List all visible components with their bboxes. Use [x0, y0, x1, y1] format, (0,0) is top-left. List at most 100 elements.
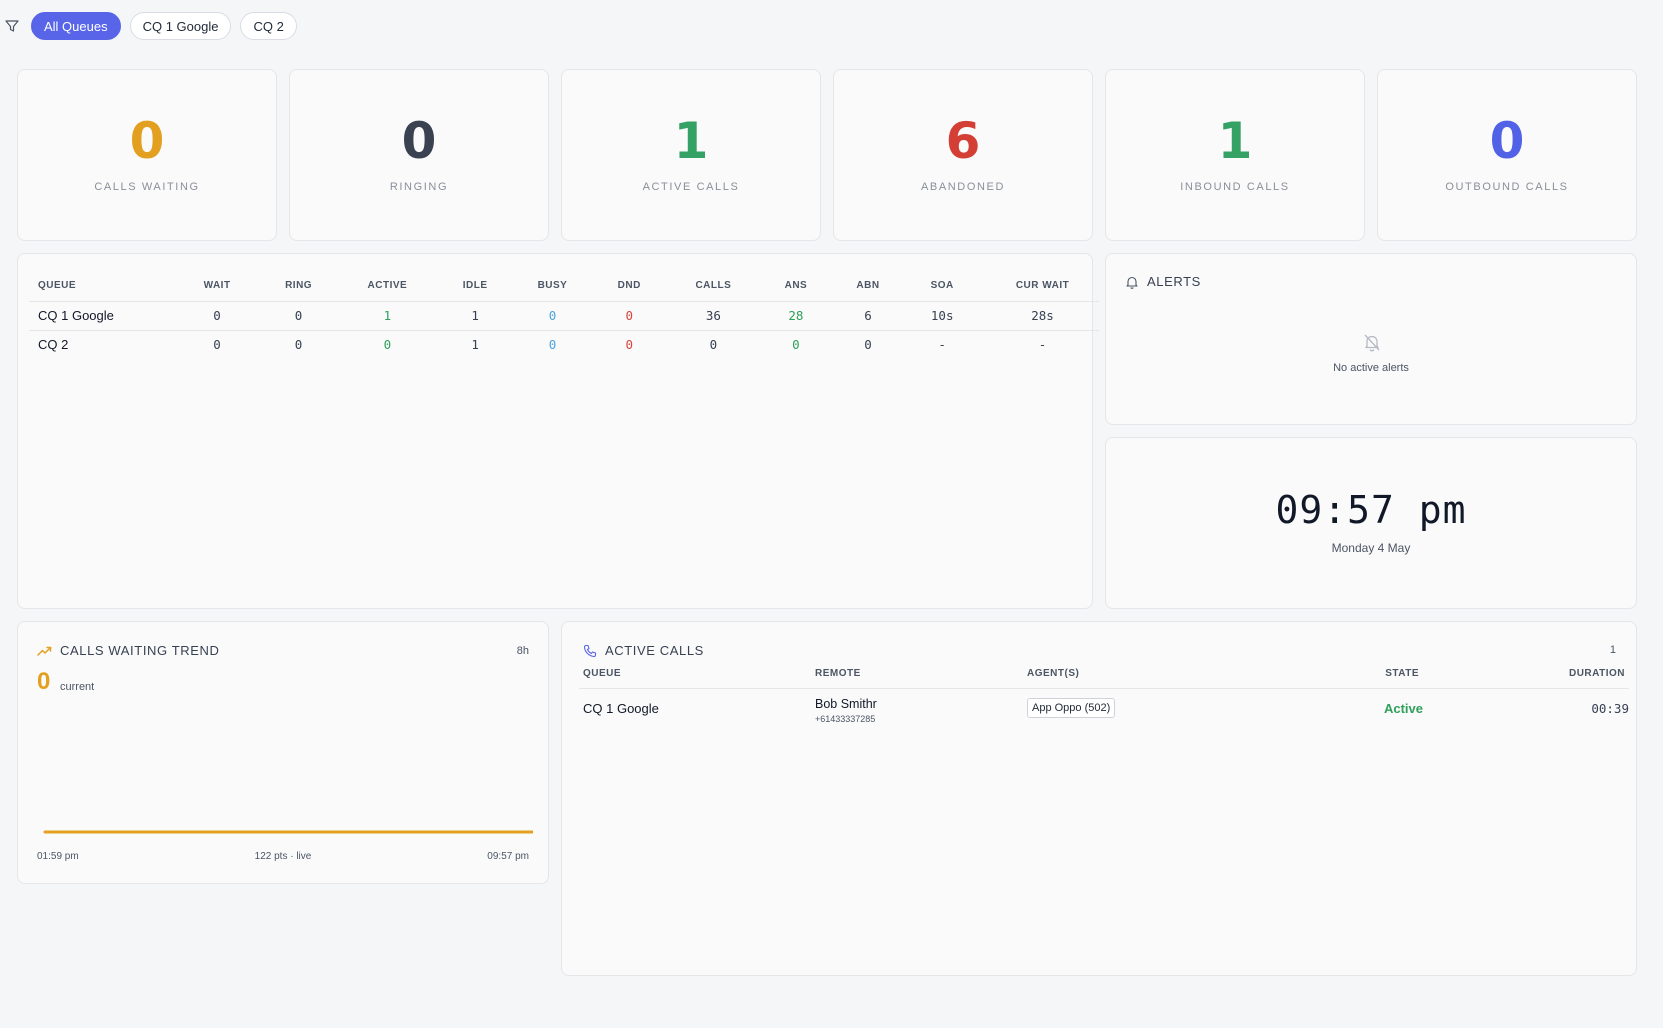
col-idle: IDLE: [431, 280, 520, 302]
stat-calls-waiting: 0 CALLS WAITING: [17, 69, 277, 241]
trend-current-value: 0: [37, 668, 51, 695]
col-active: ACTIVE: [343, 280, 432, 302]
active-calls-table-header: QUEUE REMOTE AGENT(S) STATE DURATION: [579, 668, 1629, 689]
cell-wait: 0: [213, 337, 221, 353]
alerts-empty-text: No active alerts: [1333, 362, 1409, 374]
phone-icon: [583, 644, 597, 658]
filter-all-queues[interactable]: All Queues: [31, 12, 121, 40]
cell-ring: 0: [294, 337, 303, 353]
cell-idle: 1: [471, 337, 479, 353]
stat-value: 0: [129, 112, 165, 170]
alerts-title: ALERTS: [1147, 274, 1201, 289]
trend-mid-label: 122 pts · live: [254, 851, 312, 862]
cell-dnd: 0: [585, 301, 673, 331]
trend-title: CALLS WAITING TREND: [60, 643, 220, 658]
col-busy: BUSY: [519, 280, 586, 302]
stat-value: 0: [1489, 112, 1525, 170]
col-cur-wait: CUR WAIT: [986, 280, 1099, 302]
queue-name: CQ 2: [38, 337, 69, 353]
trend-start-label: 01:59 pm: [37, 851, 79, 862]
active-calls-card: ACTIVE CALLS 1 QUEUE REMOTE AGENT(S) STA…: [561, 621, 1637, 976]
cell-calls: 36: [672, 301, 755, 331]
col-ring: RING: [253, 280, 344, 302]
col-state: STATE: [1303, 668, 1423, 689]
remote-number: +61433337285: [815, 713, 876, 724]
col-soa: SOA: [898, 280, 987, 302]
call-duration: 00:39: [1591, 700, 1629, 716]
stat-label: RINGING: [389, 181, 449, 193]
col-dnd: DND: [585, 280, 673, 302]
stat-label: OUTBOUND CALLS: [1445, 181, 1569, 193]
stat-value: 0: [401, 112, 437, 170]
trending-up-icon: [37, 645, 52, 657]
stat-outbound-calls: 0 OUTBOUND CALLS: [1377, 69, 1637, 241]
cell-abn: 6: [837, 301, 899, 331]
cell-idle: 1: [431, 301, 520, 331]
call-remote: Bob Smithr +61433337285: [811, 688, 1023, 728]
call-agents: App Oppo (502): [1023, 688, 1303, 728]
stat-label: ABANDONED: [920, 181, 1006, 193]
clock-time: 09:57 pm: [1275, 488, 1467, 532]
col-agents: AGENT(S): [1023, 668, 1303, 689]
trend-range: 8h: [516, 645, 529, 657]
trend-chart: [43, 830, 533, 834]
queue-table-card: QUEUE WAIT RING ACTIVE IDLE BUSY DND CAL…: [17, 253, 1099, 609]
stat-active-calls: 1 ACTIVE CALLS: [561, 69, 821, 241]
active-calls-header: ACTIVE CALLS: [583, 643, 704, 658]
cell-abn: 0: [864, 337, 872, 353]
filter-cq1-google[interactable]: CQ 1 Google: [129, 12, 232, 40]
filter-cq2[interactable]: CQ 2: [240, 12, 297, 40]
cell-wait: 0: [180, 301, 254, 331]
queue-table-header: QUEUE WAIT RING ACTIVE IDLE BUSY DND CAL…: [29, 280, 1099, 302]
cell-ring: 0: [253, 301, 344, 331]
clock-card: 09:57 pm Monday 4 May: [1105, 437, 1637, 609]
stat-label: INBOUND CALLS: [1180, 181, 1290, 193]
stat-value: 6: [945, 112, 981, 170]
col-queue: QUEUE: [579, 668, 811, 689]
cell-cur-wait: 28s: [986, 301, 1099, 331]
stat-abandoned: 6 ABANDONED: [833, 69, 1093, 241]
cell-active: 1: [343, 301, 432, 331]
active-calls-count: 1: [1609, 644, 1616, 656]
clock-date: Monday 4 May: [1331, 541, 1411, 555]
col-ans: ANS: [754, 280, 838, 302]
filter-icon: [4, 18, 20, 34]
stat-ringing: 0 RINGING: [289, 69, 549, 241]
cell-active: 0: [383, 337, 392, 353]
active-calls-title: ACTIVE CALLS: [605, 643, 704, 658]
stat-label: ACTIVE CALLS: [642, 181, 740, 193]
bell-off-icon: [1362, 332, 1382, 357]
cell-soa: -: [938, 337, 946, 353]
queue-table: QUEUE WAIT RING ACTIVE IDLE BUSY DND CAL…: [29, 280, 1099, 359]
col-wait: WAIT: [180, 280, 254, 302]
cell-ans: 28: [754, 301, 838, 331]
stat-inbound-calls: 1 INBOUND CALLS: [1105, 69, 1365, 241]
trend-header: CALLS WAITING TREND: [37, 643, 219, 658]
table-row[interactable]: CQ 2 0 0 0 1 0 0 0 0 0 - -: [29, 330, 1099, 359]
cell-busy: 0: [548, 337, 557, 353]
cell-soa: 10s: [898, 301, 987, 331]
cell-busy: 0: [519, 301, 586, 331]
call-state: Active: [1383, 700, 1423, 716]
alerts-card: ALERTS No active alerts: [1105, 253, 1637, 425]
col-duration: DURATION: [1423, 668, 1629, 689]
queue-filter-bar: All Queues CQ 1 Google CQ 2: [4, 11, 297, 41]
cell-ans: 0: [792, 337, 800, 353]
trend-end-label: 09:57 pm: [487, 851, 529, 862]
remote-name: Bob Smithr: [815, 696, 877, 711]
col-remote: REMOTE: [811, 668, 1023, 689]
calls-waiting-trend-card: CALLS WAITING TREND 8h 0 current 01:59 p…: [17, 621, 549, 884]
cell-dnd: 0: [625, 337, 634, 353]
alerts-header: ALERTS: [1125, 274, 1201, 289]
col-queue: QUEUE: [29, 280, 181, 302]
cell-calls: 0: [709, 337, 718, 353]
table-row[interactable]: CQ 1 Google 0 0 1 1 0 0 36 28 6 10s 28s: [29, 301, 1099, 331]
col-abn: ABN: [837, 280, 899, 302]
agent-badge: App Oppo (502): [1027, 698, 1116, 719]
trend-current-label: current: [60, 681, 95, 693]
table-row[interactable]: CQ 1 Google Bob Smithr +61433337285 App …: [579, 688, 1629, 728]
stat-value: 1: [673, 112, 709, 170]
stat-label: CALLS WAITING: [94, 181, 200, 193]
bell-icon: [1125, 275, 1139, 289]
stat-value: 1: [1217, 112, 1253, 170]
